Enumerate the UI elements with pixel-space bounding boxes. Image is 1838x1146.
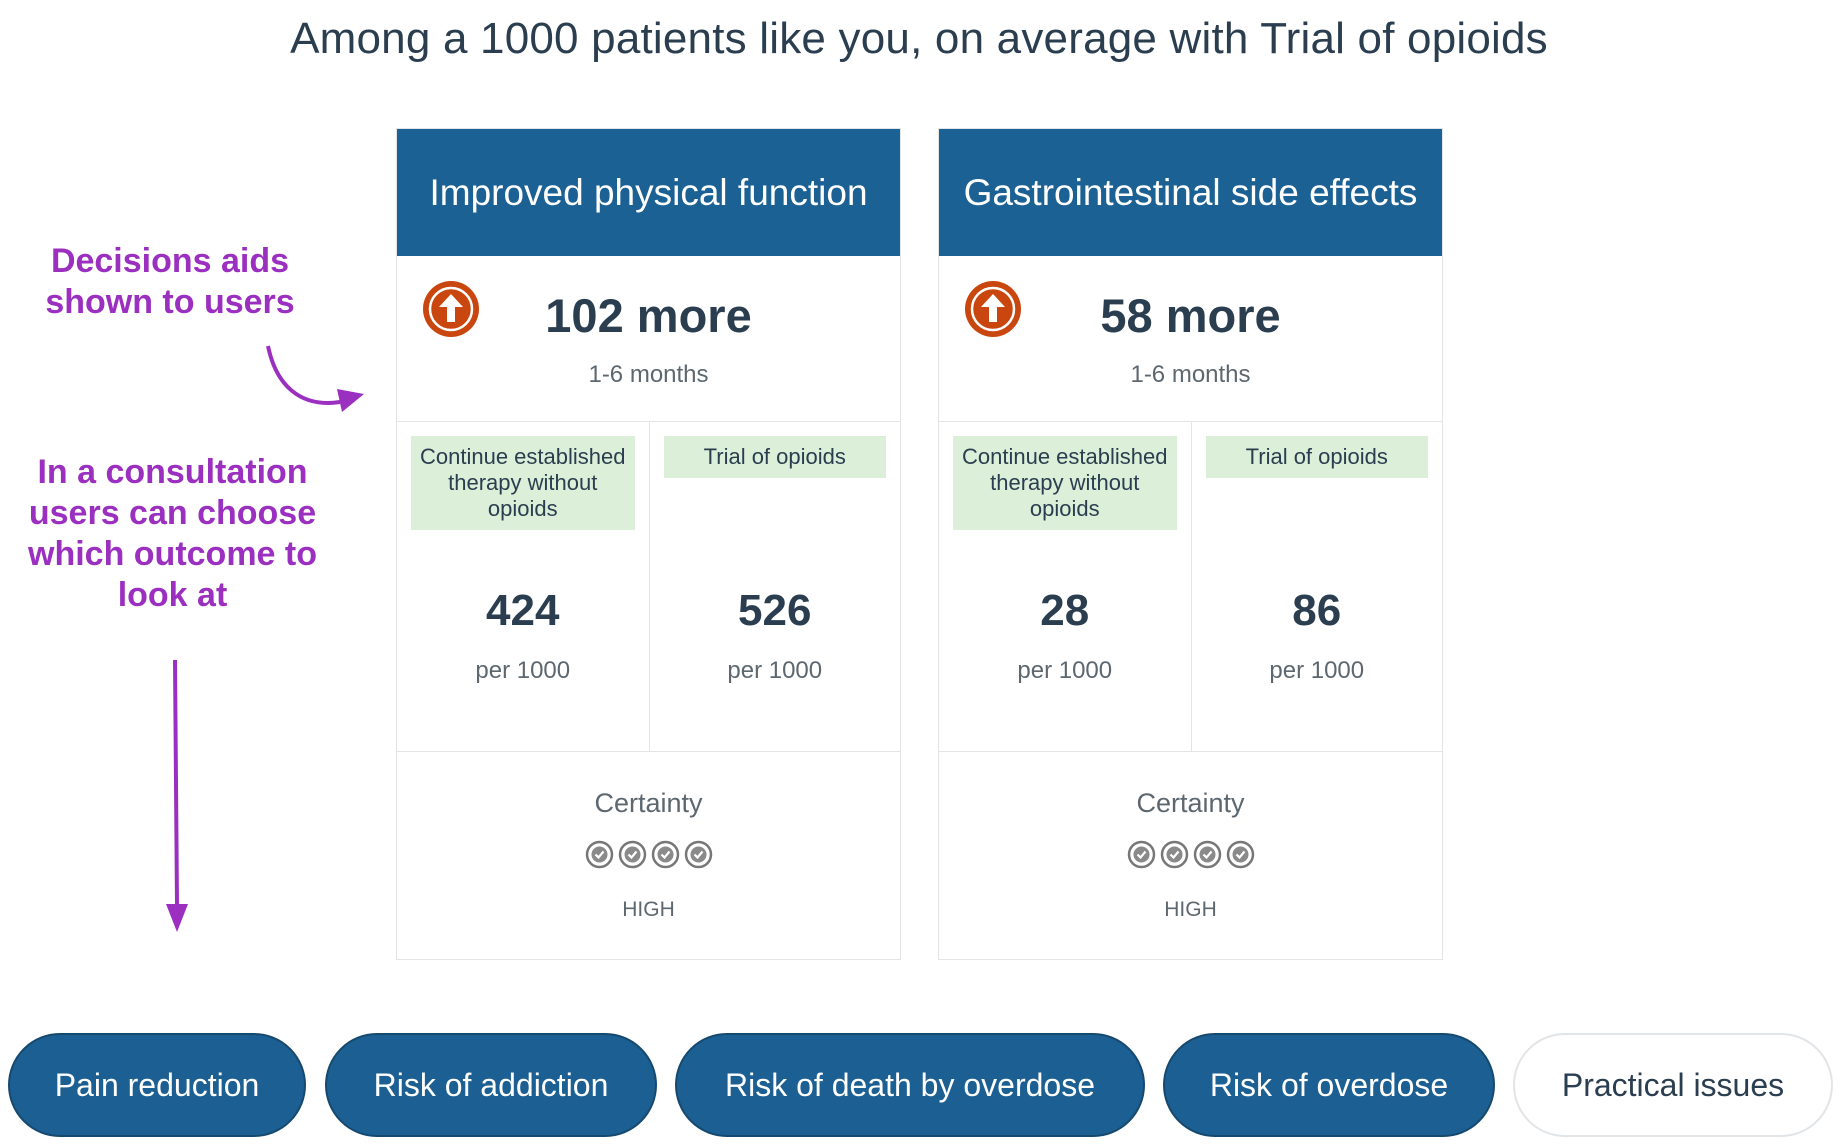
comparison-panel: Continue established therapy without opi… [939,422,1442,752]
time-period: 1-6 months [588,361,709,388]
down-arrow-icon [173,659,179,906]
annotation-decision-aids: Decisions aids shown to users [45,242,295,321]
comparison-value: 424 [486,586,560,635]
comparison-value: 28 [1040,586,1090,635]
certainty-level: HIGH [622,898,675,921]
tab-pain-reduction[interactable]: Pain reduction [8,1033,306,1137]
check-circle-icon [684,840,712,869]
certainty-section: Certainty HIGH [939,752,1442,959]
check-circle-icon [651,840,679,869]
outcome-card-physical-function: Improved physical function 102 more 1-6 … [396,128,901,960]
certainty-level: HIGH [1164,898,1217,921]
comparison-column: Continue established therapy without opi… [397,422,649,751]
card-header: Gastrointestinal side effects [939,129,1442,256]
time-period: 1-6 months [1130,361,1251,388]
certainty-rating [939,840,1442,869]
comparison-unit: per 1000 [475,657,571,684]
tab-risk-of-death-by-overdose[interactable]: Risk of death by overdose [675,1033,1145,1137]
comparison-value: 86 [1292,586,1342,635]
comparison-label: Continue established therapy without opi… [953,436,1177,530]
check-circle-icon [1127,840,1155,869]
effect-summary: 102 more 1-6 months [397,256,900,422]
card-header: Improved physical function [397,129,900,256]
curved-arrow-head-icon [337,389,364,412]
comparison-label: Trial of opioids [1205,436,1428,478]
tab-risk-of-addiction[interactable]: Risk of addiction [325,1033,657,1137]
check-circle-icon [1193,840,1221,869]
check-circle-icon [1160,840,1188,869]
comparison-label: Continue established therapy without opi… [411,436,635,530]
comparison-panel: Continue established therapy without opi… [397,422,900,752]
comparison-column: Continue established therapy without opi… [939,422,1191,751]
annotation-consultation: In a consultation users can choose which… [28,453,317,614]
certainty-rating [397,840,900,869]
arrow-up-circle-icon [423,281,479,337]
effect-summary: 58 more 1-6 months [939,256,1442,422]
comparison-unit: per 1000 [1017,657,1113,684]
comparison-unit: per 1000 [1269,657,1365,684]
down-arrow-head-icon [166,904,188,932]
outcome-card-gastrointestinal: Gastrointestinal side effects 58 more 1-… [938,128,1443,960]
certainty-label: Certainty [594,788,703,818]
comparison-column: Trial of opioids 86 per 1000 [1190,422,1443,751]
certainty-label: Certainty [1136,788,1245,818]
outcome-tabs: Pain reduction Risk of addiction Risk of… [0,1033,1838,1139]
certainty-section: Certainty HIGH [397,752,900,959]
curved-arrow-icon [266,345,341,405]
page-title: Among a 1000 patients like you, on avera… [290,14,1548,63]
effect-size: 58 more [1100,289,1281,342]
arrow-up-circle-icon [965,281,1021,337]
check-circle-icon [585,840,613,869]
check-circle-icon [1226,840,1254,869]
effect-size: 102 more [545,289,752,342]
comparison-unit: per 1000 [727,657,823,684]
comparison-column: Trial of opioids 526 per 1000 [648,422,901,751]
comparison-value: 526 [738,586,812,635]
check-circle-icon [618,840,646,869]
comparison-label: Trial of opioids [663,436,886,478]
tab-practical-issues[interactable]: Practical issues [1513,1033,1833,1137]
tab-risk-of-overdose[interactable]: Risk of overdose [1163,1033,1495,1137]
